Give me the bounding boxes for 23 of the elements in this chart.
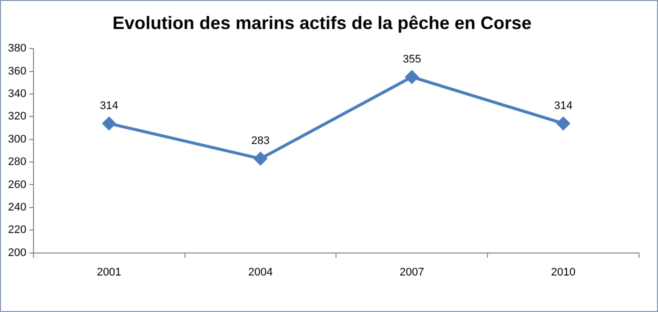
y-tick-label: 200 [8,246,26,259]
y-tick-label: 340 [8,88,26,100]
y-tick-label: 300 [8,133,26,146]
y-tick-label: 260 [8,178,26,191]
x-tick-label: 2007 [400,266,424,278]
y-tick-label: 320 [8,110,26,123]
y-tick-label: 220 [8,224,26,236]
y-tick-label: 280 [8,156,26,168]
y-tick-label: 360 [8,65,26,78]
point [405,70,418,84]
data-label: 314 [554,100,572,112]
data-label: 355 [402,53,422,66]
data-label: 283 [251,135,270,148]
x-tick-label: 2004 [248,266,273,278]
y-tick-label: 380 [8,42,26,55]
point [254,152,267,166]
data-label: 314 [100,100,118,112]
x-tick-label: 2010 [551,266,576,278]
y-tick-label: 240 [8,201,26,214]
point [556,116,570,130]
chart-title: Evolution des marins actifs de la pêche en Corse [112,12,532,33]
x-tick-label: 2001 [96,266,122,278]
point [102,116,116,130]
